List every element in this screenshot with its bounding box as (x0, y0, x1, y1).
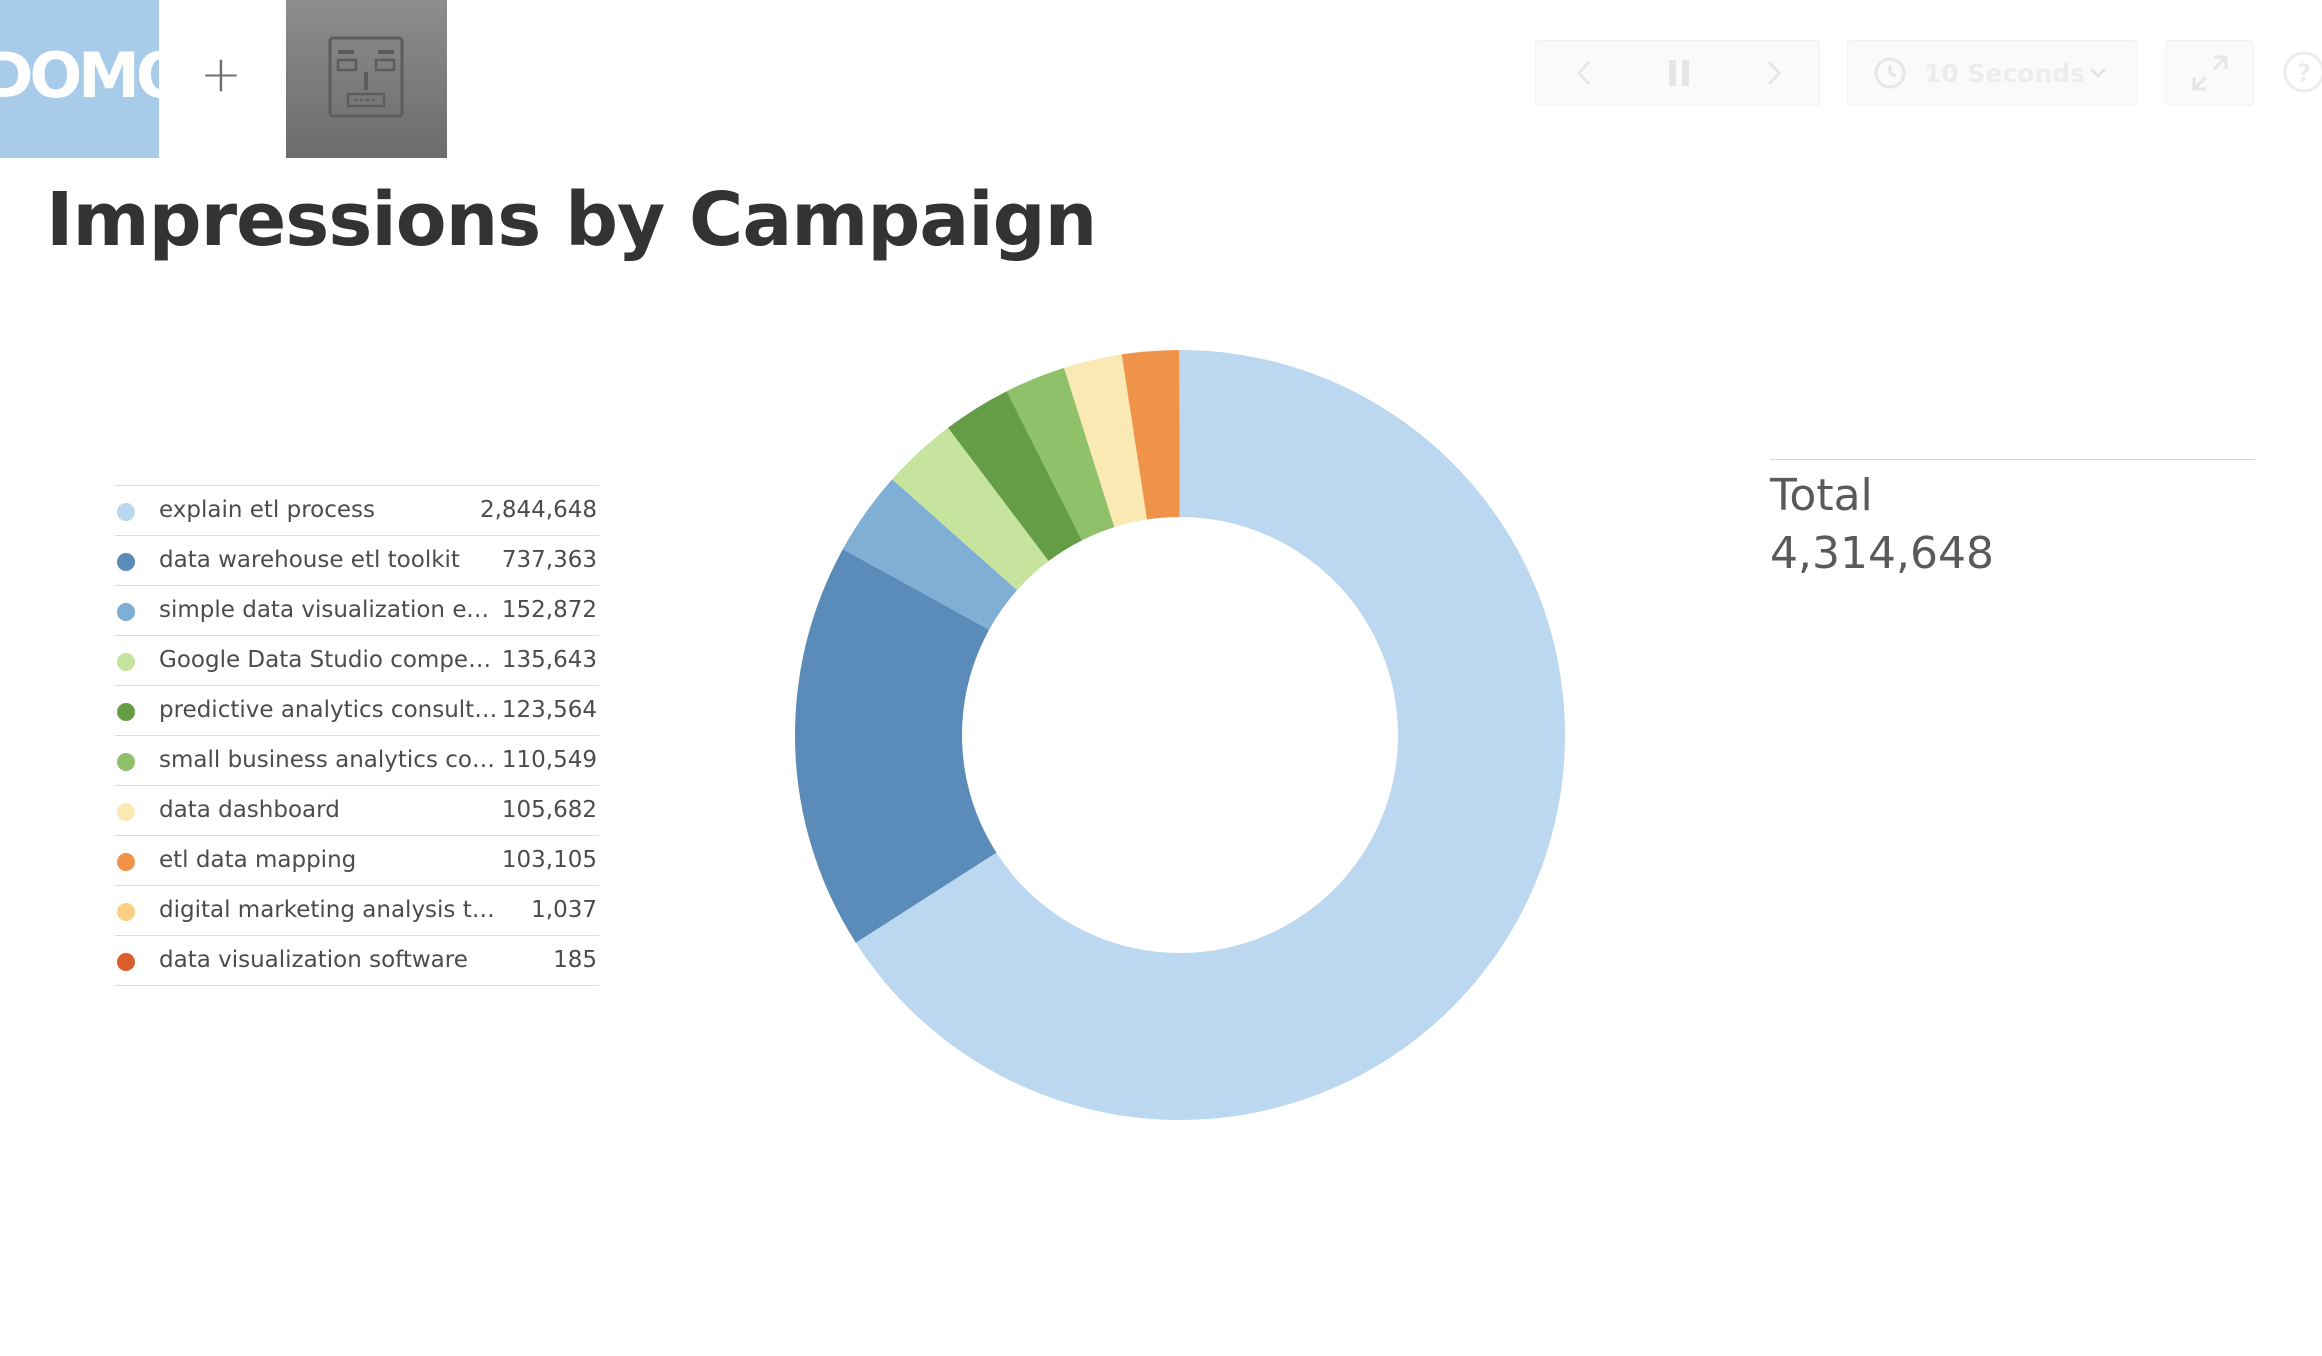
legend-item[interactable]: data dashboard 105,682 (115, 786, 599, 836)
help-button[interactable]: ? (2282, 50, 2322, 94)
legend-swatch (117, 753, 135, 771)
legend-label: digital marketing analysis tools (159, 897, 499, 923)
previous-button[interactable] (1536, 41, 1631, 105)
total-label: Total (1770, 470, 1873, 521)
donut-slice[interactable] (855, 350, 1565, 1120)
legend-item[interactable]: explain etl process 2,844,648 (115, 486, 599, 536)
clock-icon (1870, 41, 1910, 105)
legend-value: 185 (553, 947, 597, 973)
logo-text: DOMO (0, 39, 159, 112)
legend-label: data dashboard (159, 797, 340, 823)
total-summary: Total 4,314,648 (1770, 459, 2255, 579)
legend-swatch (117, 653, 135, 671)
legend-label: simple data visualization exa... (159, 597, 499, 623)
total-value: 4,314,648 (1770, 528, 1994, 579)
legend-label: small business analytics cons... (159, 747, 499, 773)
legend-item[interactable]: simple data visualization exa... 152,872 (115, 586, 599, 636)
legend-item[interactable]: Google Data Studio competit... 135,643 (115, 636, 599, 686)
legend-swatch (117, 603, 135, 621)
legend-value: 103,105 (501, 847, 597, 873)
legend-value: 123,564 (501, 697, 597, 723)
pause-icon (1668, 60, 1689, 86)
legend-value: 152,872 (501, 597, 597, 623)
legend-label: data visualization software (159, 947, 468, 973)
legend-label: Google Data Studio competit... (159, 647, 499, 673)
help-icon: ? (2283, 51, 2322, 93)
legend-item[interactable]: small business analytics cons... 110,549 (115, 736, 599, 786)
legend-swatch (117, 853, 135, 871)
pause-button[interactable] (1631, 41, 1726, 105)
robot-avatar-icon (328, 36, 404, 118)
donut-slice[interactable] (842, 479, 1018, 630)
legend-value: 2,844,648 (479, 497, 597, 523)
legend-label: predictive analytics consulting (159, 697, 499, 723)
chevron-left-icon (1576, 60, 1590, 86)
page-title: Impressions by Campaign (46, 177, 1097, 263)
next-button[interactable] (1726, 41, 1821, 105)
fullscreen-button[interactable] (2165, 40, 2254, 106)
legend-item[interactable]: data visualization software 185 (115, 936, 599, 986)
domo-logo[interactable]: DOMO (0, 0, 159, 158)
donut-slice[interactable] (892, 427, 1049, 591)
donut-slice[interactable] (1179, 350, 1180, 518)
donut-slice[interactable] (1064, 354, 1148, 528)
donut-slice[interactable] (795, 549, 997, 943)
slideshow-controls (1535, 40, 1820, 106)
legend-value: 105,682 (501, 797, 597, 823)
legend-item[interactable]: predictive analytics consulting 123,564 (115, 686, 599, 736)
chart-legend: explain etl process 2,844,648 data warehou… (115, 485, 599, 986)
legend-swatch (117, 703, 135, 721)
legend-value: 110,549 (501, 747, 597, 773)
donut-slice[interactable] (948, 391, 1082, 562)
legend-swatch (117, 503, 135, 521)
svg-text:?: ? (2297, 59, 2311, 87)
expand-icon (2192, 55, 2227, 91)
add-button[interactable]: + (200, 45, 242, 103)
legend-value: 135,643 (501, 647, 597, 673)
legend-label: explain etl process (159, 497, 375, 523)
donut-chart (795, 350, 1565, 1120)
interval-select[interactable]: 10 Seconds (1847, 40, 2138, 106)
legend-item[interactable]: etl data mapping 103,105 (115, 836, 599, 886)
legend-value: 737,363 (501, 547, 597, 573)
chevron-right-icon (1767, 60, 1781, 86)
chevron-down-icon (2078, 41, 2118, 105)
legend-swatch (117, 803, 135, 821)
legend-swatch (117, 553, 135, 571)
legend-item[interactable]: digital marketing analysis tools 1,037 (115, 886, 599, 936)
legend-item[interactable]: data warehouse etl toolkit 737,363 (115, 536, 599, 586)
legend-value: 1,037 (531, 897, 597, 923)
legend-label: data warehouse etl toolkit (159, 547, 460, 573)
interval-label: 10 Seconds (1924, 59, 2086, 88)
donut-slice[interactable] (1006, 367, 1115, 541)
legend-label: etl data mapping (159, 847, 357, 873)
legend-swatch (117, 953, 135, 971)
donut-slice[interactable] (1121, 350, 1180, 520)
legend-swatch (117, 903, 135, 921)
avatar[interactable] (286, 0, 447, 158)
